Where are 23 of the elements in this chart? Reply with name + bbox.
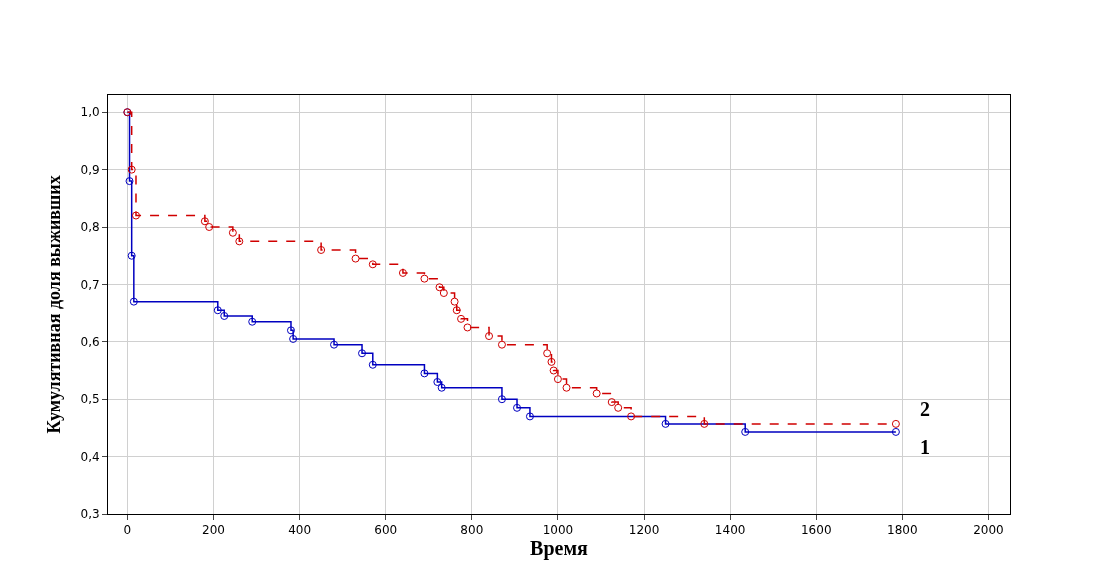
y-tick-label: 1,0 <box>80 105 100 120</box>
series-label: 1 <box>920 436 930 458</box>
y-tick-label: 0,9 <box>80 162 100 177</box>
series-label: 2 <box>920 398 930 420</box>
y-tick-label: 0,8 <box>80 220 100 235</box>
x-tick-label: 400 <box>288 523 312 538</box>
x-tick-label: 200 <box>202 523 225 538</box>
y-tick-label: 0,5 <box>80 392 100 407</box>
y-tick-label: 0,4 <box>80 449 100 464</box>
y-tick-label: 0,6 <box>80 335 100 350</box>
y-tick-label: 0,7 <box>80 277 100 292</box>
y-axis-title: Кумулятивная доля выживших <box>43 175 64 434</box>
x-axis-title: Время <box>530 537 589 561</box>
y-tick-label: 0,3 <box>80 507 100 522</box>
x-tick-label: 1400 <box>714 523 746 538</box>
x-tick-label: 1000 <box>542 523 574 538</box>
x-tick-label: 0 <box>123 523 132 538</box>
x-tick-label: 1800 <box>887 523 918 538</box>
x-tick-label: 1200 <box>628 523 660 538</box>
x-tick-label: 2000 <box>973 523 1004 538</box>
x-tick-label: 1600 <box>800 523 832 538</box>
x-tick-label: 800 <box>460 523 484 538</box>
x-tick-label: 600 <box>374 523 398 538</box>
